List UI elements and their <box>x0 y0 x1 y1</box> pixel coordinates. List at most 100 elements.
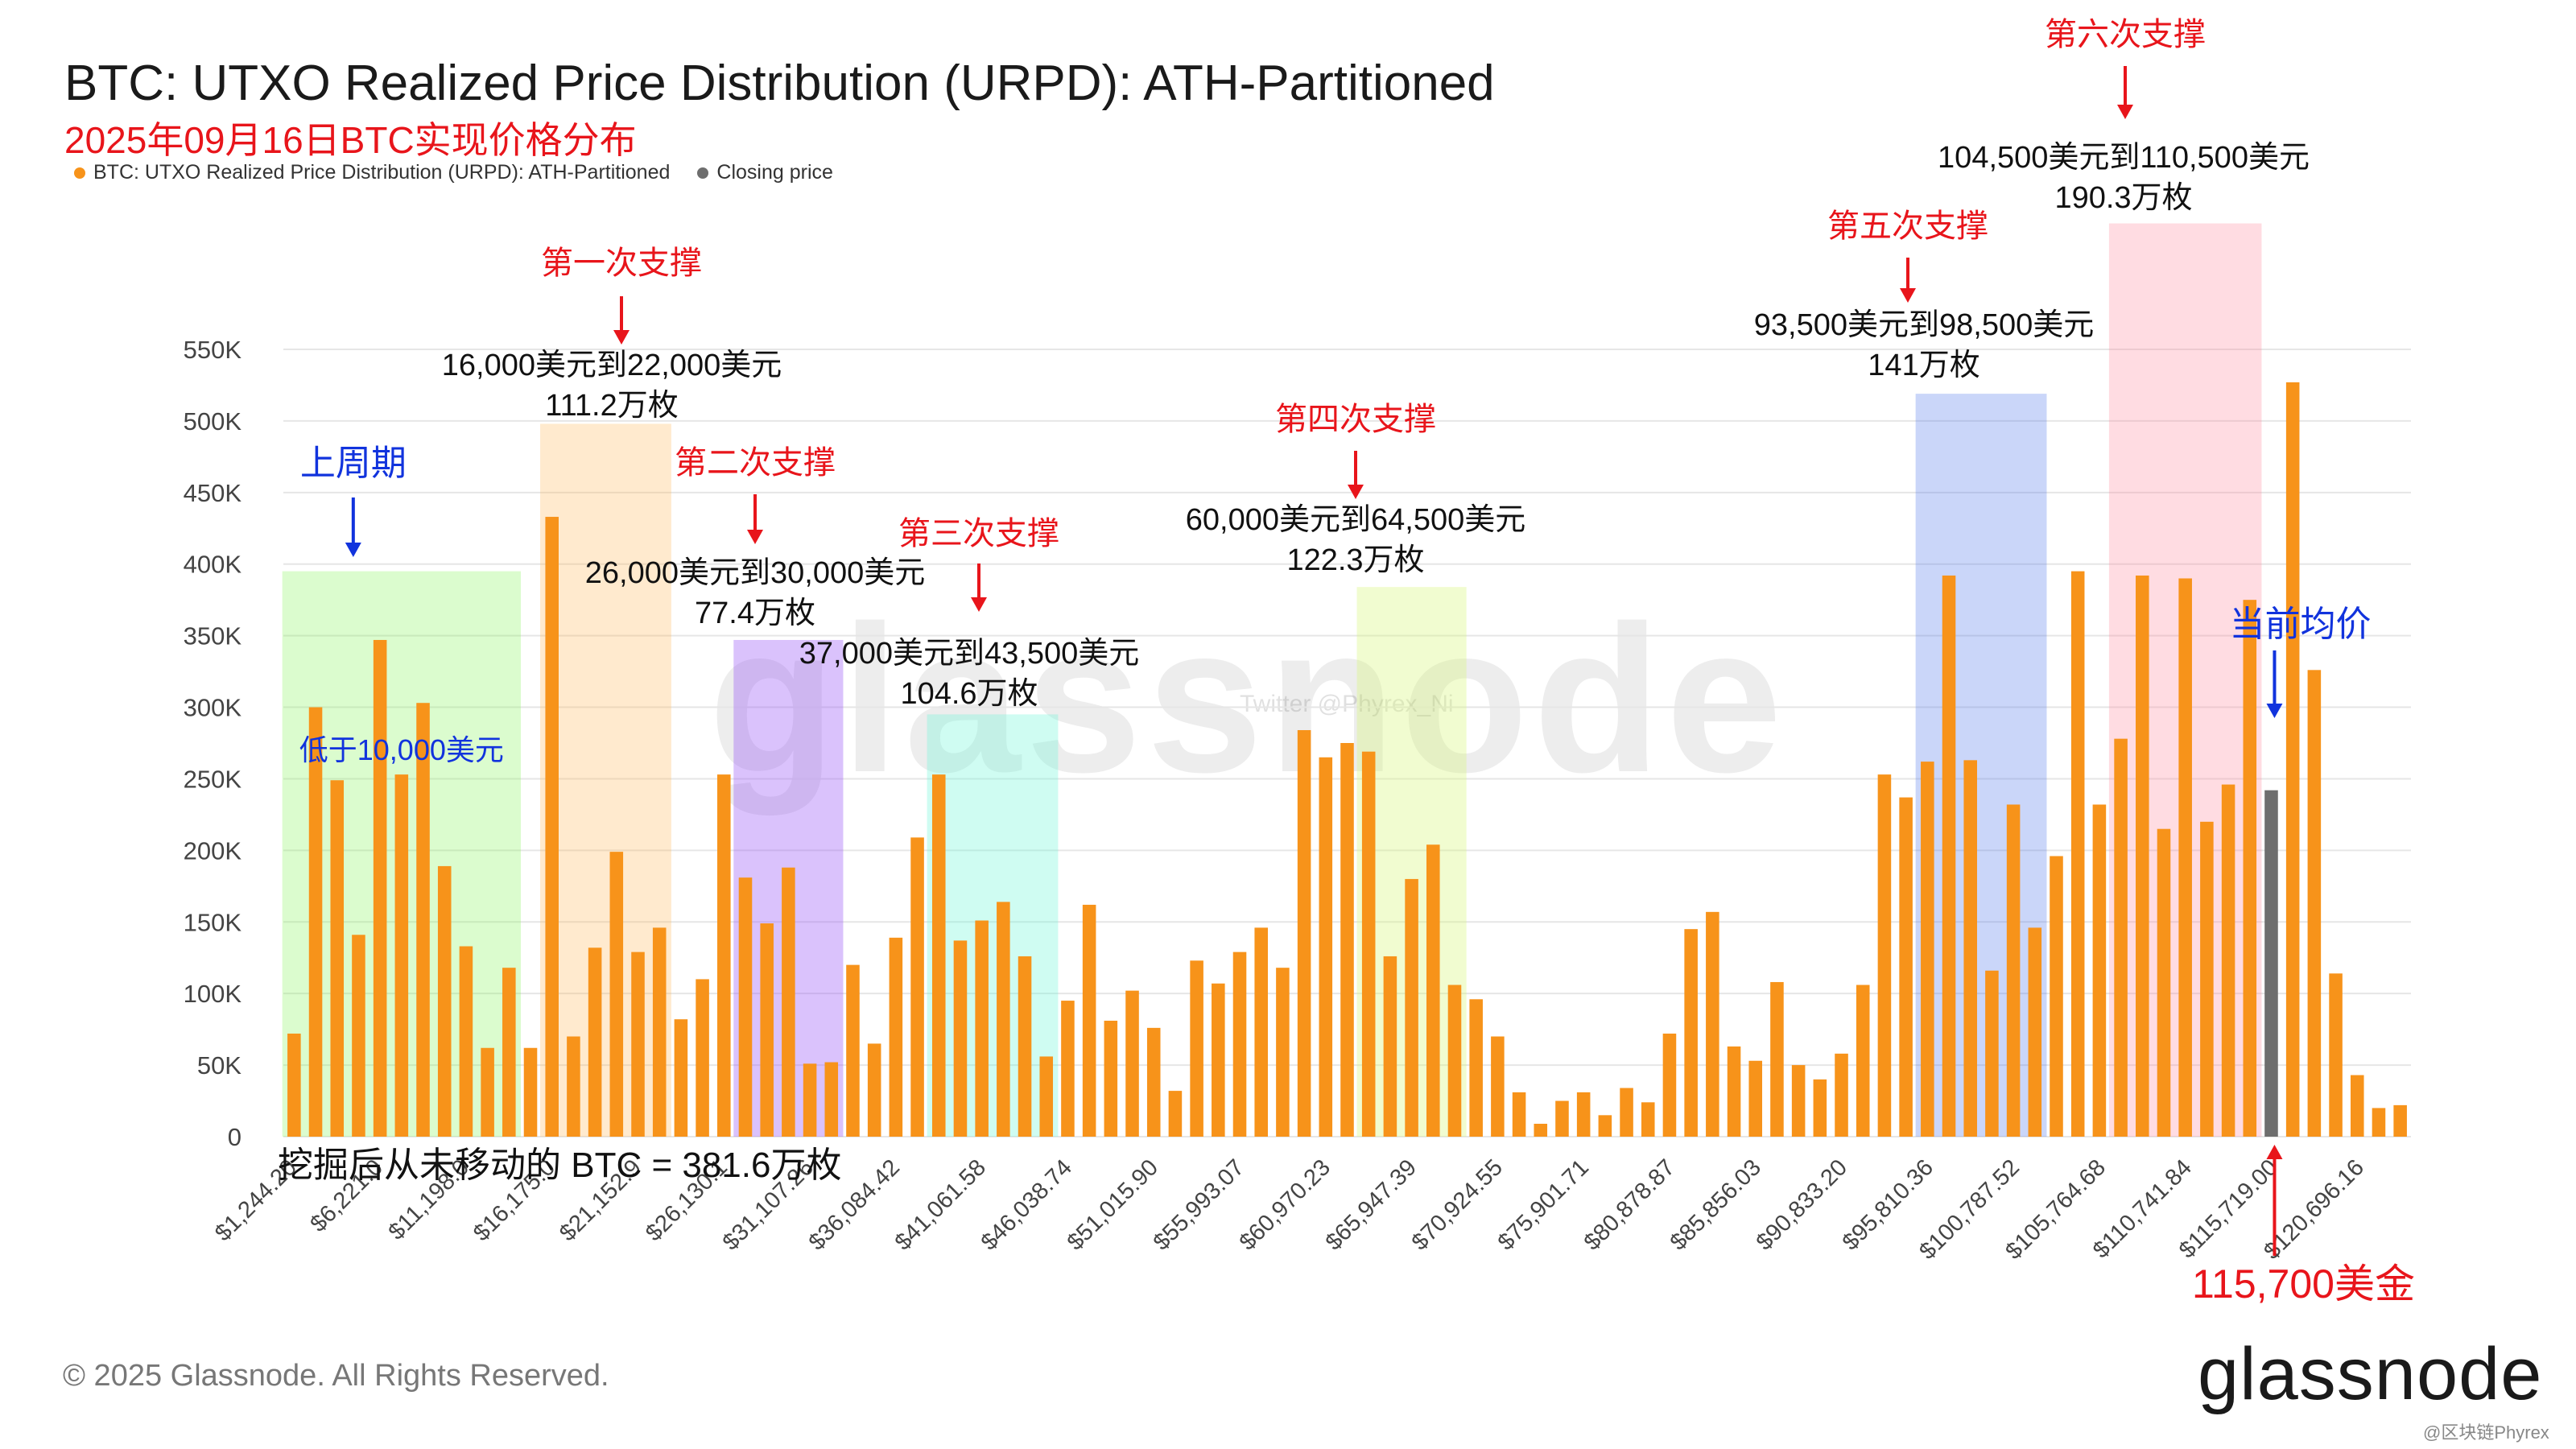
bar <box>2006 804 2021 1137</box>
bar <box>1146 1027 1161 1137</box>
bar <box>1791 1065 1806 1137</box>
legend-item-closing-price[interactable]: Closing price <box>697 161 833 184</box>
bar <box>545 517 559 1137</box>
bar <box>416 703 430 1137</box>
legend-label-closing-price: Closing price <box>716 161 833 184</box>
bar <box>2307 670 2322 1137</box>
bar <box>330 780 345 1137</box>
bar <box>1512 1092 1526 1137</box>
bar <box>609 852 624 1137</box>
support-range: 16,000美元到22,000美元 <box>442 349 782 382</box>
bar <box>308 707 323 1137</box>
bar <box>2285 382 2300 1137</box>
support-label: 第五次支撑 <box>1827 208 1988 244</box>
previous-cycle-arrow-head <box>345 543 361 557</box>
bar <box>760 923 774 1137</box>
bar <box>631 952 645 1137</box>
support-amount: 111.2万枚 <box>545 389 678 423</box>
glassnode-watermark: glassnode <box>708 583 1787 816</box>
x-tick-label: $51,015.90 <box>1063 1154 1163 1255</box>
bar <box>1534 1123 1548 1137</box>
previous-cycle-range: 低于10,000美元 <box>299 733 504 766</box>
support-zone <box>927 714 1059 1137</box>
legend-label-urpd: BTC: UTXO Realized Price Distribution (U… <box>93 161 671 184</box>
y-axis: 0 50K 100K 150K 200K 250K 300K 350K 400K 450K 500K… <box>184 336 242 1151</box>
bar <box>1770 981 1784 1137</box>
glassnode-logo: glassnode <box>2198 1333 2543 1415</box>
bar <box>1598 1115 1612 1137</box>
support-arrow-head <box>1900 288 1916 303</box>
bar <box>824 1062 839 1137</box>
y-tick-label: 550K <box>184 336 242 364</box>
legend-item-urpd[interactable]: BTC: UTXO Realized Price Distribution (U… <box>74 161 670 184</box>
bar <box>1899 797 1913 1137</box>
x-tick-label: $80,878.87 <box>1579 1154 1680 1255</box>
bar <box>394 774 409 1137</box>
bar <box>1835 1053 1848 1137</box>
bar <box>1576 1092 1591 1137</box>
support-amount: 104.6万枚 <box>900 677 1038 711</box>
bar <box>2393 1104 2407 1137</box>
support-arrow-head <box>1348 485 1364 499</box>
bar <box>1082 904 1096 1137</box>
support-label: 第六次支撑 <box>2045 17 2206 52</box>
support-range: 93,500美元到98,500美元 <box>1754 308 2094 342</box>
current-avg-label: 当前均价 <box>2229 605 2371 644</box>
bar <box>1555 1100 1569 1137</box>
bar <box>1190 960 1203 1137</box>
bar <box>1641 1102 1655 1137</box>
bars <box>287 382 2407 1137</box>
bar <box>2200 821 2214 1137</box>
bar <box>1104 1020 1118 1137</box>
bar <box>975 920 989 1137</box>
never-moved-btc-text: 挖掘后从未移动的 BTC = 381.6万枚 <box>278 1146 841 1185</box>
bar <box>1706 911 1719 1137</box>
x-tick-label: $75,901.71 <box>1493 1154 1594 1255</box>
y-tick-label: 0 <box>228 1123 242 1151</box>
bar <box>997 902 1010 1137</box>
x-tick-label: $55,993.07 <box>1149 1154 1249 1255</box>
bar <box>2372 1108 2386 1137</box>
support-range: 26,000美元到30,000美元 <box>585 556 925 590</box>
bar <box>502 968 516 1137</box>
bar <box>2114 738 2128 1137</box>
bar <box>567 1036 580 1137</box>
bar <box>2070 571 2085 1137</box>
bar <box>481 1047 494 1137</box>
support-arrow-head <box>2117 105 2133 119</box>
bar <box>1212 983 1225 1137</box>
bar <box>2243 600 2257 1137</box>
y-tick-label: 200K <box>184 836 242 865</box>
bar <box>674 1019 688 1137</box>
x-tick-label: $46,038.74 <box>976 1154 1077 1255</box>
bar <box>782 867 795 1137</box>
bar <box>910 837 924 1137</box>
support-arrow-head <box>747 530 763 544</box>
bar <box>1662 1033 1677 1137</box>
support-label: 第一次支撑 <box>541 246 702 281</box>
bar <box>1276 968 1290 1137</box>
bar <box>588 947 602 1137</box>
bar <box>2028 927 2042 1137</box>
bar <box>1061 1001 1075 1137</box>
support-amount: 122.3万枚 <box>1286 543 1424 577</box>
bar <box>2221 784 2235 1137</box>
footer-user-watermark: @区块链Phyrex <box>2423 1422 2549 1443</box>
bar <box>523 1047 538 1137</box>
y-tick-label: 350K <box>184 622 242 650</box>
support-amount: 190.3万枚 <box>2054 181 2192 215</box>
closing-price-arrow-head <box>2266 1145 2283 1159</box>
twitter-watermark: Twitter @Phyrex_Ni <box>1240 691 1454 717</box>
support-range: 60,000美元到64,500美元 <box>1186 503 1525 537</box>
y-tick-label: 50K <box>197 1051 242 1080</box>
bar <box>1748 1060 1763 1137</box>
y-tick-label: 150K <box>184 908 242 936</box>
support-label: 第二次支撑 <box>675 445 836 481</box>
bar <box>1405 878 1418 1137</box>
bar <box>1963 760 1977 1137</box>
bar <box>373 639 387 1137</box>
support-label: 第四次支撑 <box>1275 402 1436 437</box>
bar <box>652 927 667 1137</box>
